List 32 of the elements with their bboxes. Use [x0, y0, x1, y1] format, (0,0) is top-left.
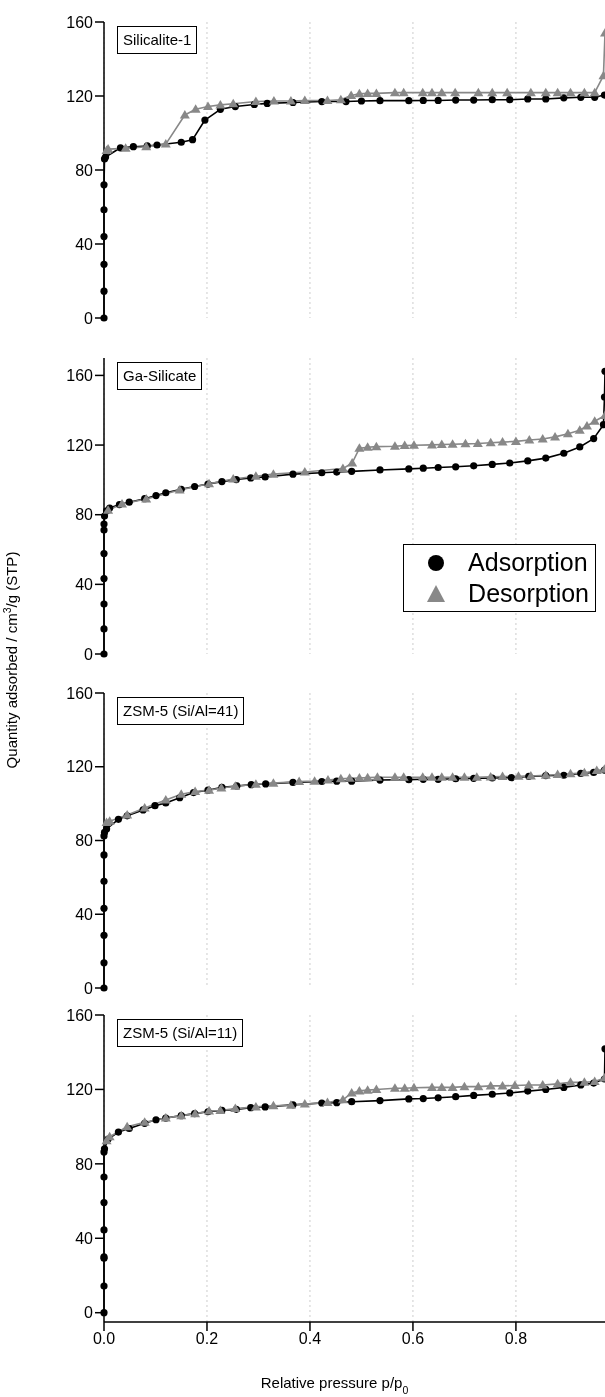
y-tick-label: 0	[84, 645, 94, 663]
y-tick-label: 40	[75, 235, 94, 253]
text: ZSM-5 (Si/Al=11)	[117, 1019, 244, 1047]
x-tick-label: 0.8	[504, 1330, 528, 1348]
y-tick-label: 120	[66, 87, 94, 105]
y-tick-label: 40	[75, 905, 94, 923]
y-tick-label: 120	[66, 436, 94, 454]
y-tick-label: 80	[75, 506, 94, 524]
y-tick-label: 0	[84, 309, 94, 327]
y-tick-label: 160	[66, 367, 94, 385]
x-tick-label: 0.4	[298, 1330, 322, 1348]
y-tick-label: 160	[66, 1006, 94, 1024]
x-tick-label: 0.0	[92, 1330, 116, 1348]
text: Silicalite-1	[117, 26, 198, 54]
y-tick-label: 40	[75, 1229, 94, 1247]
legend-label: Adsorption	[468, 547, 588, 579]
y-tick-label: 160	[66, 13, 94, 31]
y-tick-label: 40	[75, 576, 94, 594]
y-tick-label: 120	[66, 758, 94, 776]
y-tick-label: 120	[66, 1081, 94, 1099]
text: ZSM-5 (Si/Al=41)	[117, 697, 245, 725]
legend-label: Desorption	[468, 578, 589, 610]
x-tick-label: 0.6	[401, 1330, 425, 1348]
y-tick-label: 80	[75, 161, 94, 179]
y-tick-label: 160	[66, 684, 94, 702]
y-tick-label: 80	[75, 832, 94, 850]
y-tick-label: 0	[84, 979, 94, 997]
y-tick-label: 80	[75, 1155, 94, 1173]
text: Ga-Silicate	[117, 362, 203, 390]
y-tick-label: 0	[84, 1304, 94, 1322]
x-tick-label: 0.2	[195, 1330, 219, 1348]
x-axis-title: Relative pressure p/p$_{0}$	[260, 1374, 409, 1396]
